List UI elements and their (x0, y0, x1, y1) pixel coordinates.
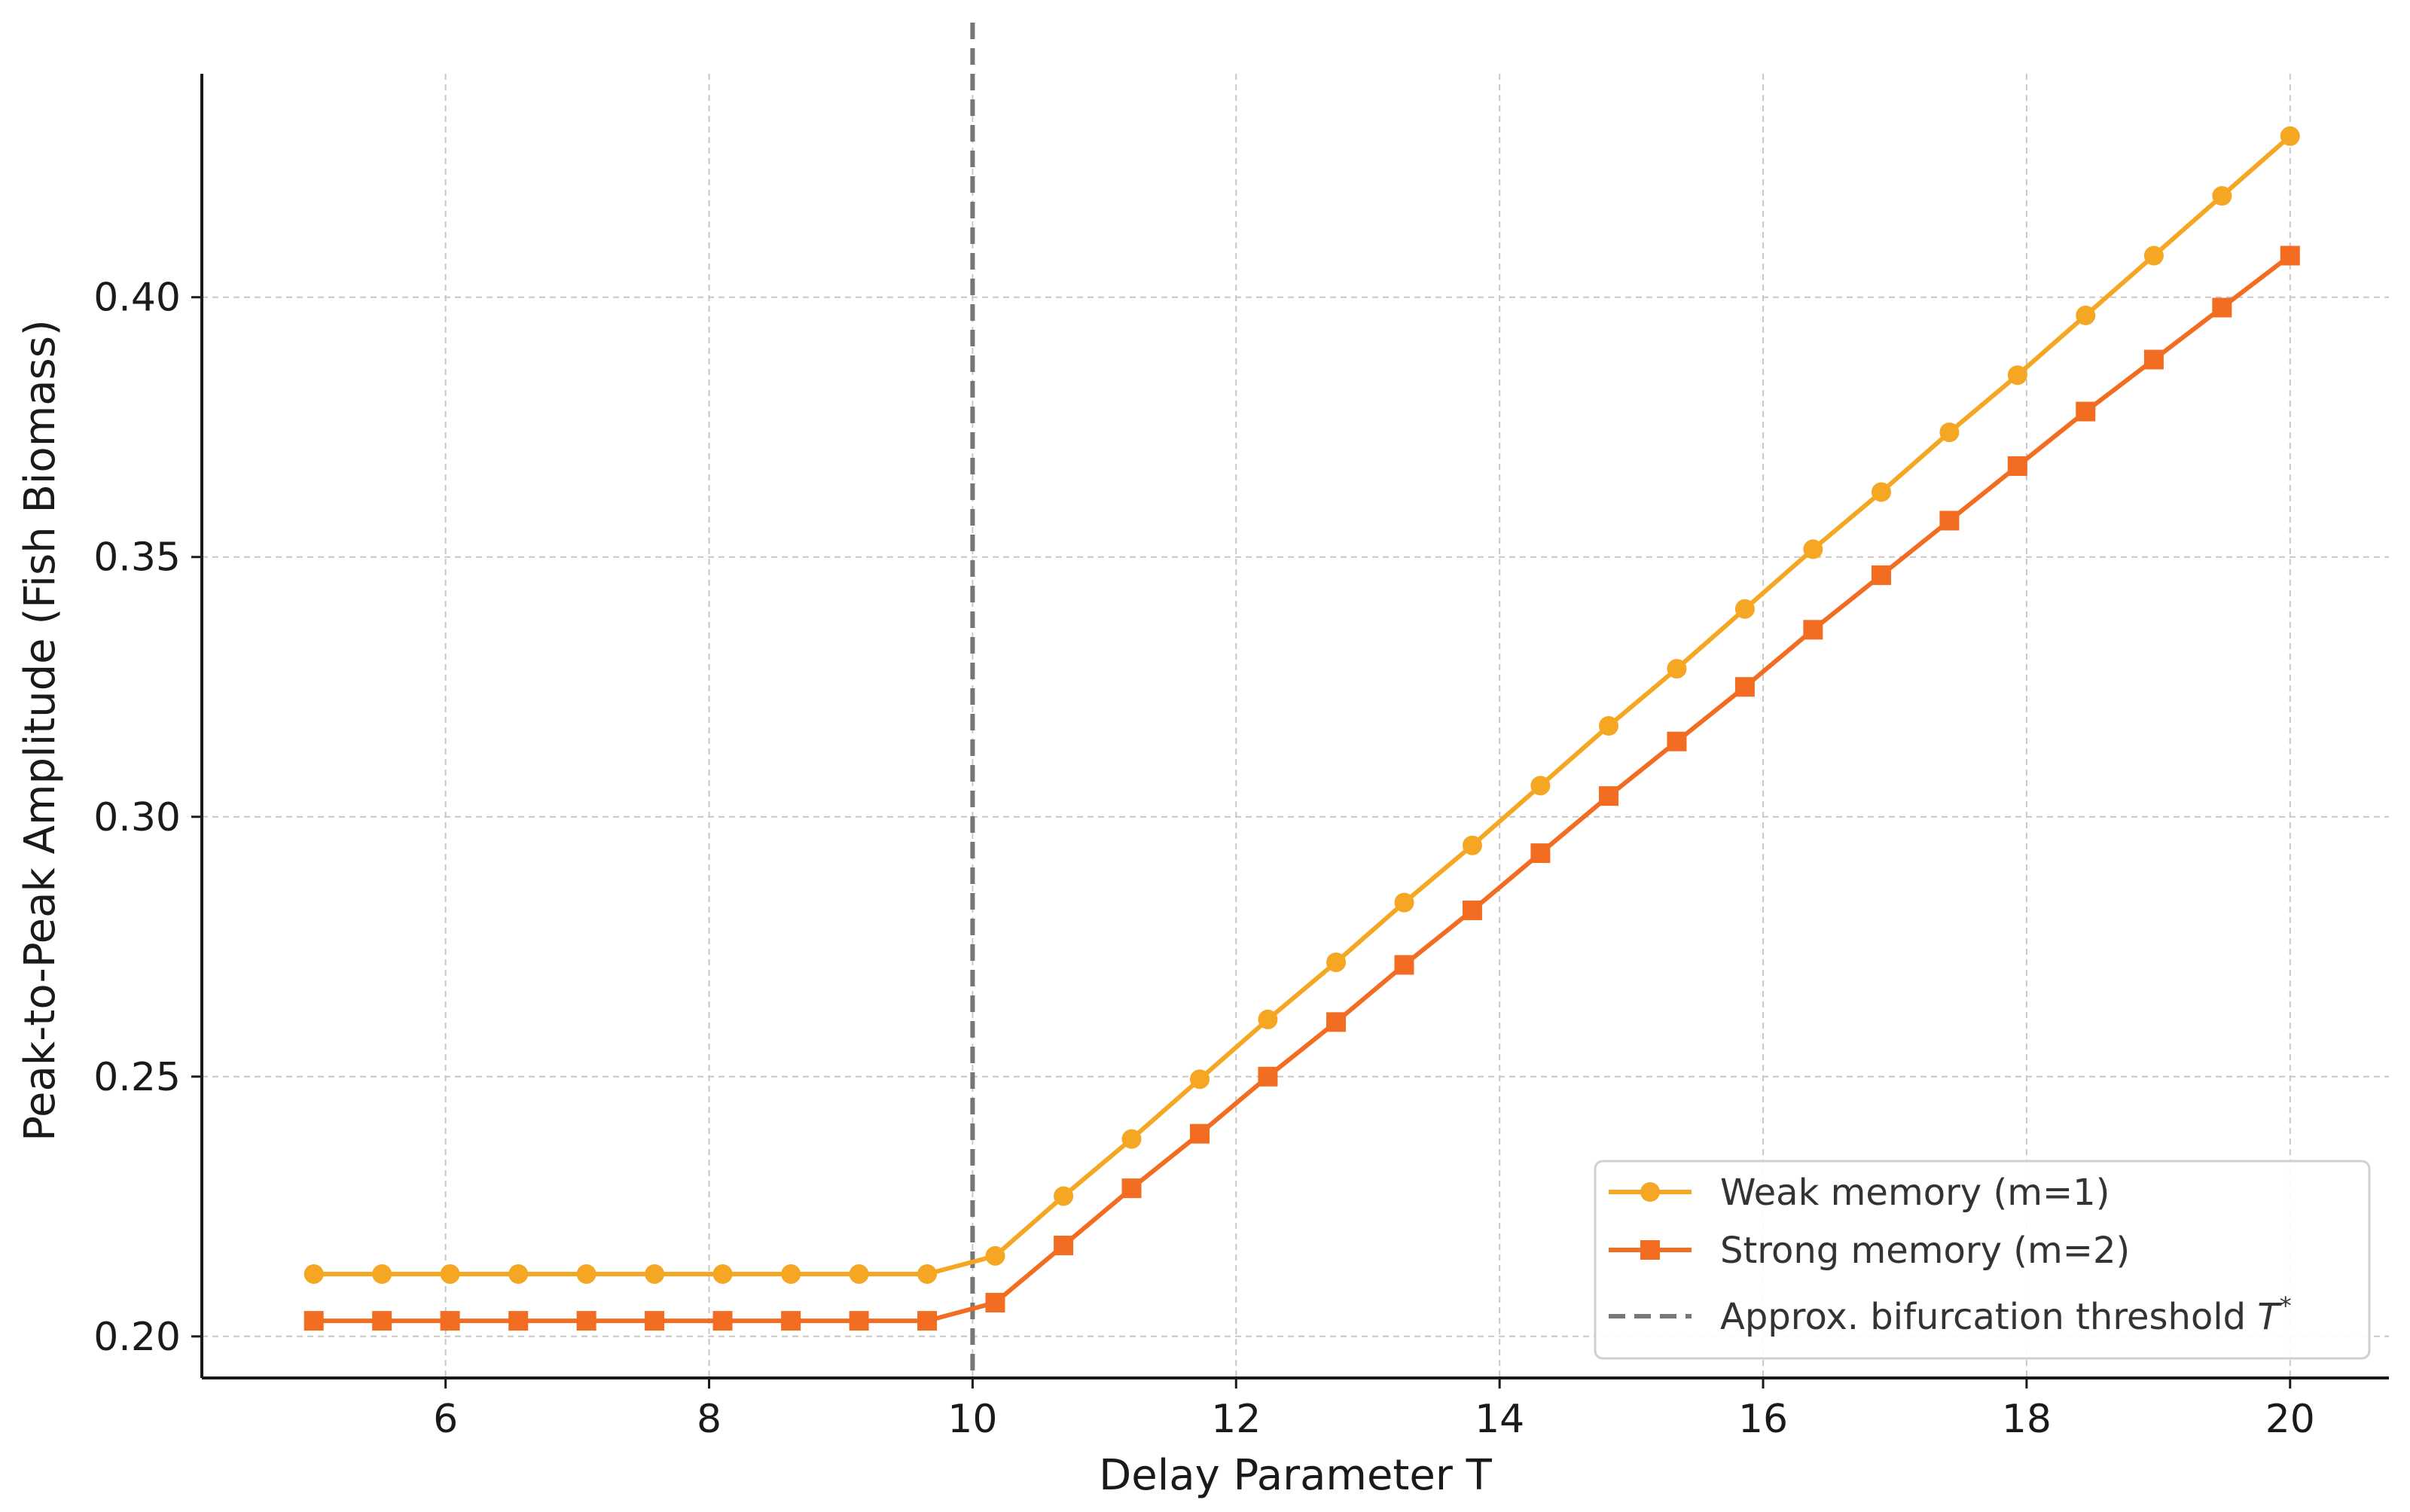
data-point (304, 1311, 324, 1331)
data-point (2212, 186, 2232, 206)
data-point (1462, 835, 1482, 855)
data-point (1667, 659, 1687, 679)
x-tick-label: 6 (433, 1397, 458, 1442)
data-point (508, 1311, 529, 1331)
data-point (372, 1311, 392, 1331)
data-point (1939, 422, 1960, 443)
data-point (1939, 511, 1960, 531)
data-point (645, 1311, 665, 1331)
data-point (1394, 892, 1414, 913)
data-point (1871, 565, 1891, 585)
data-point (1803, 539, 1823, 559)
y-tick-label: 0.25 (93, 1055, 181, 1100)
legend-label: Strong memory (m=2) (1720, 1230, 2130, 1272)
legend-swatch-marker (1640, 1240, 1660, 1260)
x-tick-label: 10 (947, 1397, 997, 1442)
x-tick-label: 14 (1475, 1397, 1524, 1442)
legend-entries: Weak memory (m=1) Strong memory (m=2) Appr… (1609, 1172, 2292, 1338)
data-point (2007, 456, 2027, 476)
x-tick-label: 16 (1738, 1397, 1788, 1442)
axes (191, 74, 2389, 1389)
data-point (304, 1264, 324, 1284)
legend-label: Approx. bifurcation threshold T* (1720, 1291, 2292, 1338)
data-point (2280, 245, 2300, 266)
series-line (313, 254, 2292, 1324)
data-point (1326, 952, 1347, 972)
data-point (1871, 482, 1891, 502)
legend: Weak memory (m=1) Strong memory (m=2) Appr… (1594, 1160, 2371, 1360)
legend-swatch-marker (1640, 1182, 1660, 1202)
data-point (1734, 677, 1755, 697)
data-point (781, 1264, 801, 1284)
data-point (1530, 843, 1551, 864)
data-point (712, 1311, 733, 1331)
x-tick-label: 12 (1211, 1397, 1261, 1442)
data-point (2280, 126, 2300, 146)
x-tick-label: 20 (2265, 1397, 2315, 1442)
y-axis-title: Peak-to-Peak Amplitude (Fish Biomass) (16, 319, 65, 1142)
data-point (1189, 1069, 1210, 1090)
series-2 (304, 245, 2300, 1331)
data-point (2076, 401, 2096, 422)
data-point (1803, 620, 1823, 640)
data-point (2143, 245, 2164, 266)
data-point (985, 1245, 1005, 1266)
y-tick-label: 0.40 (93, 276, 181, 321)
data-point (1462, 900, 1482, 920)
data-point (2143, 349, 2164, 370)
y-tick-label: 0.30 (93, 795, 181, 840)
y-tick-label: 0.35 (93, 535, 181, 581)
data-point (849, 1311, 869, 1331)
y-tick-label: 0.20 (93, 1315, 181, 1360)
data-point (1599, 716, 1619, 736)
data-point (576, 1311, 596, 1331)
data-point (712, 1264, 733, 1284)
data-point (1326, 1012, 1347, 1032)
data-point (781, 1311, 801, 1331)
data-point (917, 1311, 938, 1331)
data-point (1599, 786, 1619, 806)
x-tick-label: 8 (697, 1397, 721, 1442)
data-point (849, 1264, 869, 1284)
data-point (1189, 1123, 1210, 1144)
data-point (1121, 1129, 1142, 1149)
x-axis-title: Delay Parameter T (1099, 1451, 1493, 1500)
data-point (440, 1264, 460, 1284)
data-point (1258, 1066, 1278, 1087)
data-point (2076, 305, 2096, 325)
data-point (917, 1264, 938, 1284)
series-1 (304, 126, 2300, 1284)
data-point (1530, 776, 1551, 796)
data-point (508, 1264, 529, 1284)
data-point (645, 1264, 665, 1284)
series-line (313, 134, 2292, 1276)
data-point (2212, 297, 2232, 318)
tick-labels: 6 8 10 12 14 16 18 20 0.20 0.25 0.30 0.35 0.40 (93, 276, 2315, 1442)
data-point (2007, 365, 2027, 386)
data-point (1394, 955, 1414, 975)
series-layer (304, 126, 2300, 1331)
data-point (1258, 1009, 1278, 1029)
data-point (1667, 731, 1687, 751)
legend-label: Weak memory (m=1) (1720, 1172, 2110, 1214)
data-point (1054, 1236, 1074, 1256)
data-point (1734, 599, 1755, 619)
x-tick-label: 18 (2002, 1397, 2052, 1442)
data-point (985, 1292, 1005, 1312)
data-point (1054, 1186, 1074, 1206)
data-point (576, 1264, 596, 1284)
data-point (372, 1264, 392, 1284)
data-point (1121, 1178, 1142, 1199)
data-point (440, 1311, 460, 1331)
legend-box (1594, 1160, 2371, 1360)
